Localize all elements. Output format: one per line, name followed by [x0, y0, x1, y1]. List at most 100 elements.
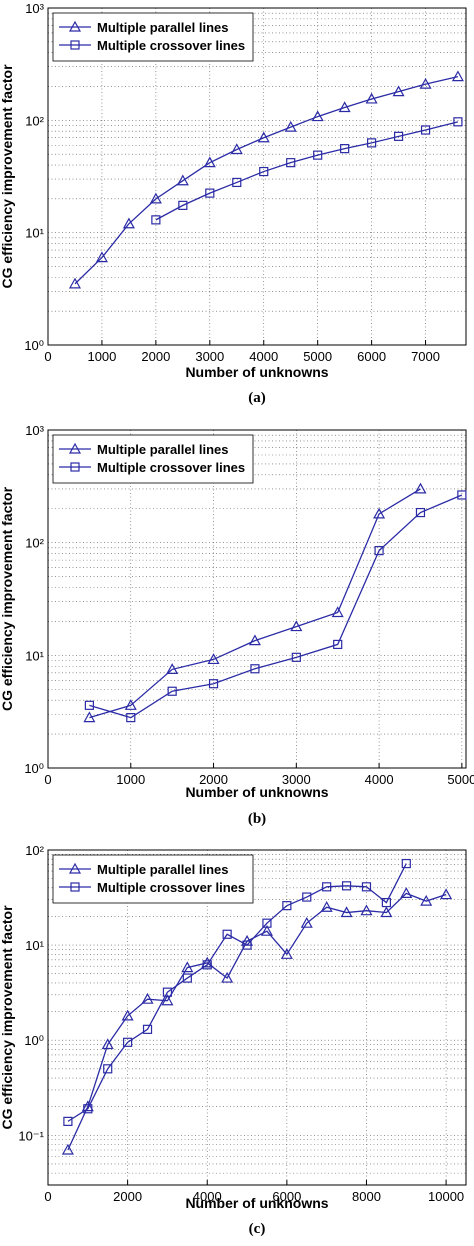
- marker: [202, 960, 212, 970]
- marker: [83, 1104, 93, 1114]
- x-tick-label: 5000: [303, 349, 332, 364]
- marker: [126, 713, 136, 723]
- y-axis-label: CG efficiency improvement factor: [0, 905, 15, 1130]
- y-tick-label: 10²: [25, 113, 44, 128]
- marker: [360, 904, 373, 916]
- marker: [248, 634, 261, 646]
- marker: [341, 881, 352, 891]
- x-tick-label: 4000: [193, 1189, 222, 1204]
- marker: [419, 77, 432, 89]
- marker: [257, 131, 270, 143]
- marker: [451, 70, 464, 82]
- marker: [291, 652, 301, 662]
- legend-box: [52, 434, 254, 484]
- legend-label: Multiple crossover lines: [97, 880, 245, 895]
- series-line: [155, 121, 459, 221]
- marker: [141, 992, 154, 1004]
- x-tick-label: 3000: [195, 349, 224, 364]
- marker: [286, 158, 296, 168]
- marker: [420, 894, 433, 906]
- marker: [149, 192, 162, 204]
- marker: [414, 482, 427, 494]
- marker: [166, 663, 179, 675]
- marker: [70, 882, 80, 892]
- marker: [123, 1037, 133, 1047]
- y-tick-label: 10⁰: [24, 338, 44, 353]
- caption: (a): [248, 390, 266, 406]
- x-tick-label: 2000: [141, 349, 170, 364]
- marker: [338, 101, 351, 113]
- marker: [63, 1116, 73, 1126]
- marker: [284, 120, 297, 132]
- y-tick-label: 10¹: [25, 226, 44, 241]
- marker: [260, 924, 273, 936]
- marker: [313, 150, 323, 160]
- marker: [393, 131, 404, 141]
- marker: [367, 138, 377, 148]
- x-tick-label: 3000: [282, 772, 311, 787]
- marker: [61, 1143, 74, 1155]
- plot-frame: [47, 849, 467, 1186]
- marker: [302, 892, 312, 902]
- marker: [374, 546, 384, 556]
- x-tick-label: 6000: [357, 349, 386, 364]
- marker: [95, 251, 108, 263]
- y-tick-label: 10³: [25, 1, 44, 16]
- marker: [151, 215, 161, 225]
- marker: [373, 507, 386, 519]
- x-tick-label: 1000: [116, 772, 145, 787]
- caption: (c): [249, 1221, 266, 1237]
- marker: [453, 117, 463, 127]
- marker: [84, 700, 94, 710]
- x-tick-label: 6000: [272, 1189, 301, 1204]
- y-tick-label: 10⁰: [24, 1033, 44, 1048]
- marker: [420, 125, 431, 135]
- marker: [282, 901, 292, 911]
- legend-box: [52, 854, 254, 904]
- marker: [290, 620, 303, 632]
- marker: [311, 110, 324, 122]
- legend-label: Multiple parallel lines: [97, 862, 228, 877]
- marker: [300, 916, 313, 928]
- marker: [222, 929, 232, 939]
- marker: [121, 1009, 134, 1021]
- x-axis-label: Number of unknowns: [185, 1195, 328, 1211]
- x-tick-label: 0: [44, 1189, 51, 1204]
- marker: [103, 1064, 113, 1074]
- marker: [124, 699, 137, 710]
- x-tick-label: 2000: [199, 772, 228, 787]
- marker: [340, 144, 350, 154]
- marker: [440, 888, 453, 900]
- marker: [230, 143, 243, 155]
- marker: [176, 174, 189, 186]
- series-line: [74, 75, 459, 285]
- marker: [280, 948, 293, 959]
- series-line: [67, 892, 447, 1151]
- marker: [101, 1038, 114, 1050]
- y-tick-label: 10³: [25, 423, 44, 438]
- marker: [70, 462, 80, 472]
- marker: [401, 858, 411, 869]
- marker: [178, 200, 188, 210]
- marker: [322, 882, 332, 892]
- y-tick-label: 10²: [25, 843, 44, 858]
- legend-label: Multiple parallel lines: [97, 20, 228, 35]
- x-tick-label: 0: [44, 349, 51, 364]
- legend-box: [52, 12, 254, 62]
- plot-frame: [47, 429, 467, 769]
- marker: [68, 862, 82, 874]
- marker: [259, 166, 269, 177]
- marker: [181, 961, 194, 973]
- y-axis-label: CG efficiency improvement factor: [0, 486, 15, 711]
- x-tick-label: 4000: [249, 349, 278, 364]
- marker: [400, 887, 413, 898]
- x-tick-label: 10000: [428, 1189, 464, 1204]
- legend-label: Multiple crossover lines: [97, 38, 245, 53]
- marker: [331, 606, 344, 618]
- marker: [320, 901, 333, 912]
- marker: [68, 277, 81, 289]
- y-tick-label: 10¹: [25, 648, 44, 663]
- marker: [68, 20, 82, 32]
- marker: [392, 85, 405, 97]
